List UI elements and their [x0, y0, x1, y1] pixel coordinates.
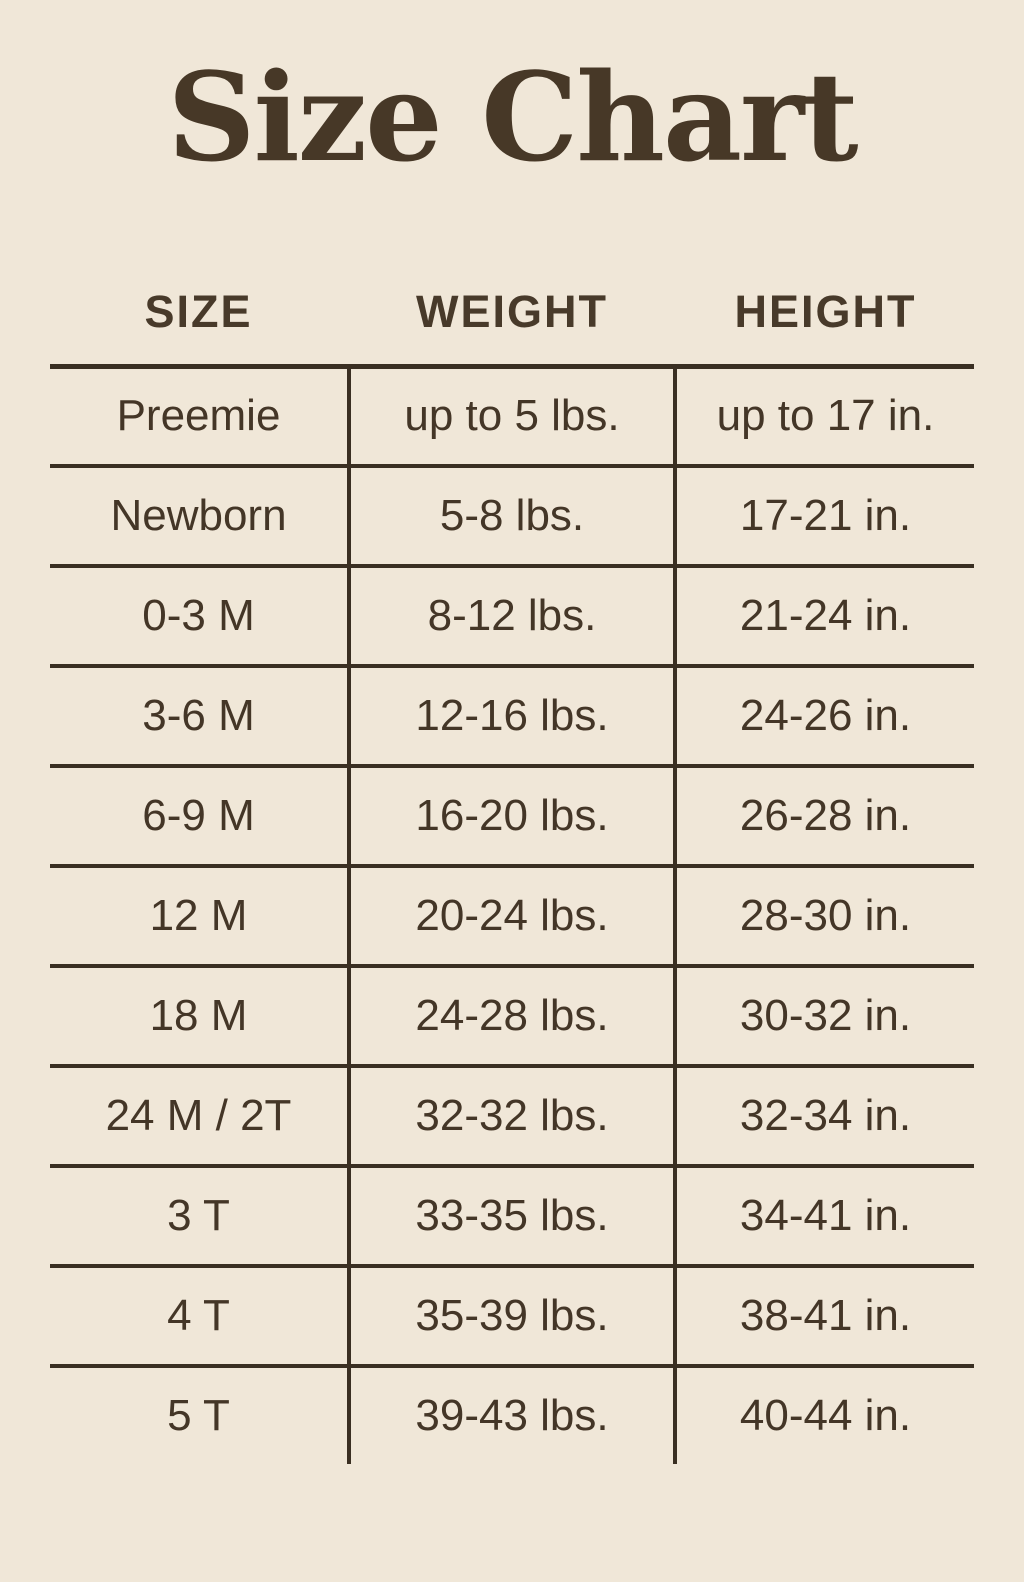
size-cell: 3 T [167, 1190, 230, 1240]
weight-cell: 24-28 lbs. [347, 967, 677, 1064]
table-row: 24 M / 2T 32-32 lbs. 32-34 in. [50, 1063, 974, 1164]
size-column-header: SIZE [144, 285, 253, 337]
table-row: 12 M 20-24 lbs. 28-30 in. [50, 863, 974, 964]
size-cell: 4 T [167, 1290, 230, 1340]
height-cell: 26-28 in. [739, 790, 912, 840]
height-cell: 21-24 in. [739, 590, 912, 640]
height-cell: 30-32 in. [739, 990, 912, 1040]
height-cell: up to 17 in. [716, 391, 935, 441]
size-cell: 24 M / 2T [105, 1090, 292, 1140]
height-column-header: HEIGHT [734, 285, 917, 337]
size-cell: 12 M [149, 890, 248, 940]
table-row: 0-3 M 8-12 lbs. 21-24 in. [50, 563, 974, 664]
size-cell: 18 M [149, 990, 248, 1040]
weight-column-header: WEIGHT [416, 285, 608, 337]
weight-cell: 16-20 lbs. [347, 767, 677, 864]
height-cell: 28-30 in. [739, 890, 912, 940]
height-cell: 40-44 in. [739, 1390, 912, 1440]
size-cell: 5 T [167, 1390, 230, 1440]
size-cell: 3-6 M [142, 690, 255, 740]
weight-cell: 39-43 lbs. [347, 1367, 677, 1464]
table-row: 4 T 35-39 lbs. 38-41 in. [50, 1263, 974, 1364]
weight-cell: 33-35 lbs. [347, 1167, 677, 1264]
height-cell: 32-34 in. [739, 1090, 912, 1140]
height-cell: 34-41 in. [739, 1190, 912, 1240]
weight-cell: 12-16 lbs. [347, 667, 677, 764]
table-row: Newborn 5-8 lbs. 17-21 in. [50, 463, 974, 564]
size-chart-page: Size Chart SIZE WEIGHT HEIGHT Preemie up… [0, 45, 1024, 1582]
size-cell: Preemie [116, 391, 281, 441]
table-row: 3 T 33-35 lbs. 34-41 in. [50, 1163, 974, 1264]
weight-cell: 35-39 lbs. [347, 1267, 677, 1364]
weight-cell: 20-24 lbs. [347, 867, 677, 964]
height-cell: 24-26 in. [739, 690, 912, 740]
size-cell: 6-9 M [142, 790, 255, 840]
height-cell: 17-21 in. [739, 490, 912, 540]
size-cell: Newborn [110, 490, 287, 540]
weight-cell: up to 5 lbs. [347, 368, 677, 464]
table-row: 3-6 M 12-16 lbs. 24-26 in. [50, 663, 974, 764]
table-row: Preemie up to 5 lbs. up to 17 in. [50, 363, 974, 464]
height-cell: 38-41 in. [739, 1290, 912, 1340]
weight-cell: 8-12 lbs. [347, 567, 677, 664]
table-row: 18 M 24-28 lbs. 30-32 in. [50, 963, 974, 1064]
page-title: Size Chart [167, 45, 858, 189]
size-chart-table: SIZE WEIGHT HEIGHT Preemie up to 5 lbs. … [50, 260, 974, 1464]
weight-cell: 32-32 lbs. [347, 1067, 677, 1164]
table-header-row: SIZE WEIGHT HEIGHT [50, 260, 974, 364]
table-row: 6-9 M 16-20 lbs. 26-28 in. [50, 763, 974, 864]
size-cell: 0-3 M [142, 590, 255, 640]
weight-cell: 5-8 lbs. [347, 467, 677, 564]
table-row: 5 T 39-43 lbs. 40-44 in. [50, 1363, 974, 1464]
